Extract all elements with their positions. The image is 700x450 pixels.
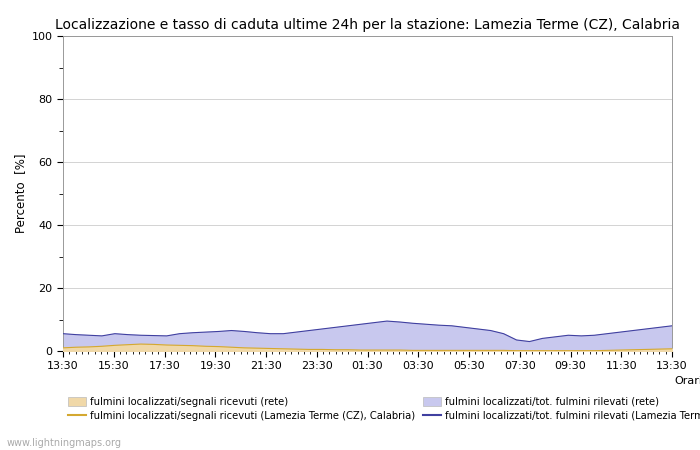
- Y-axis label: Percento  [%]: Percento [%]: [15, 154, 27, 233]
- Legend: fulmini localizzati/segnali ricevuti (rete), fulmini localizzati/segnali ricevut: fulmini localizzati/segnali ricevuti (re…: [68, 397, 700, 421]
- Text: www.lightningmaps.org: www.lightningmaps.org: [7, 438, 122, 448]
- Title: Localizzazione e tasso di caduta ultime 24h per la stazione: Lamezia Terme (CZ),: Localizzazione e tasso di caduta ultime …: [55, 18, 680, 32]
- Text: Orario: Orario: [675, 376, 700, 386]
